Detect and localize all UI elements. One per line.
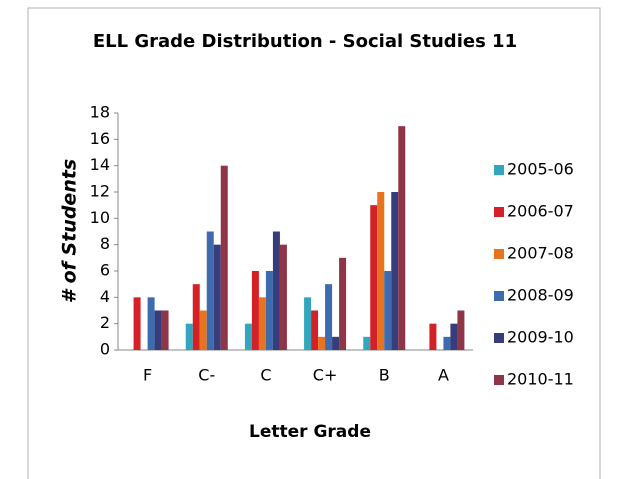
bar [370, 205, 378, 350]
x-tick-label: A [438, 366, 449, 385]
bar [363, 336, 371, 350]
bar [133, 297, 141, 350]
bar [318, 336, 326, 350]
bar [325, 284, 333, 350]
legend-swatch [494, 375, 504, 385]
y-axis-label: # of Students [59, 159, 81, 303]
y-tick-label: 14 [90, 155, 110, 174]
bar [206, 231, 214, 350]
y-tick-label: 16 [90, 129, 110, 148]
legend-swatch [494, 249, 504, 259]
legend-label: 2005-06 [507, 160, 574, 179]
bar [398, 126, 406, 351]
x-tick-label: C- [198, 366, 215, 385]
bar [185, 323, 193, 350]
legend-label: 2007-08 [507, 244, 574, 263]
y-tick-label: 0 [100, 340, 110, 359]
bar [450, 323, 458, 350]
bar [199, 310, 207, 350]
y-tick-label: 6 [100, 261, 110, 280]
bar [161, 310, 169, 350]
bar [279, 244, 287, 350]
y-tick-label: 2 [100, 313, 110, 332]
bar [147, 297, 155, 350]
x-axis-label: Letter Grade [249, 422, 371, 442]
y-tick-label: 18 [90, 103, 110, 122]
bar [251, 271, 259, 350]
bar [244, 323, 252, 350]
x-tick-label: C+ [313, 366, 338, 385]
bar [377, 192, 385, 350]
bar [213, 244, 221, 350]
legend-swatch [494, 333, 504, 343]
bar [220, 165, 228, 350]
legend-label: 2009-10 [507, 328, 574, 347]
chart-title: ELL Grade Distribution - Social Studies … [92, 31, 518, 52]
bar [192, 284, 200, 350]
bar [265, 271, 273, 350]
legend-swatch [494, 207, 504, 217]
legend-label: 2008-09 [507, 286, 574, 305]
bar [304, 297, 312, 350]
bar [332, 336, 340, 350]
legend-label: 2010-11 [507, 370, 574, 389]
legend-swatch [494, 165, 504, 175]
x-tick-label: C [260, 366, 271, 385]
y-tick-label: 12 [90, 182, 110, 201]
bar [391, 192, 399, 350]
chart-border [27, 7, 601, 479]
y-tick-label: 4 [100, 287, 110, 306]
bar [384, 271, 392, 350]
y-tick-label: 10 [90, 208, 110, 227]
bar [154, 310, 162, 350]
bar [311, 310, 319, 350]
x-tick-label: F [143, 366, 152, 385]
bar [272, 231, 280, 350]
legend-label: 2006-07 [507, 202, 574, 221]
x-tick-label: B [379, 366, 390, 385]
bar [429, 323, 437, 350]
bar [339, 257, 347, 350]
bar [258, 297, 266, 350]
legend-swatch [494, 291, 504, 301]
bar [457, 310, 465, 350]
y-tick-label: 8 [100, 234, 110, 253]
bar [443, 336, 451, 350]
